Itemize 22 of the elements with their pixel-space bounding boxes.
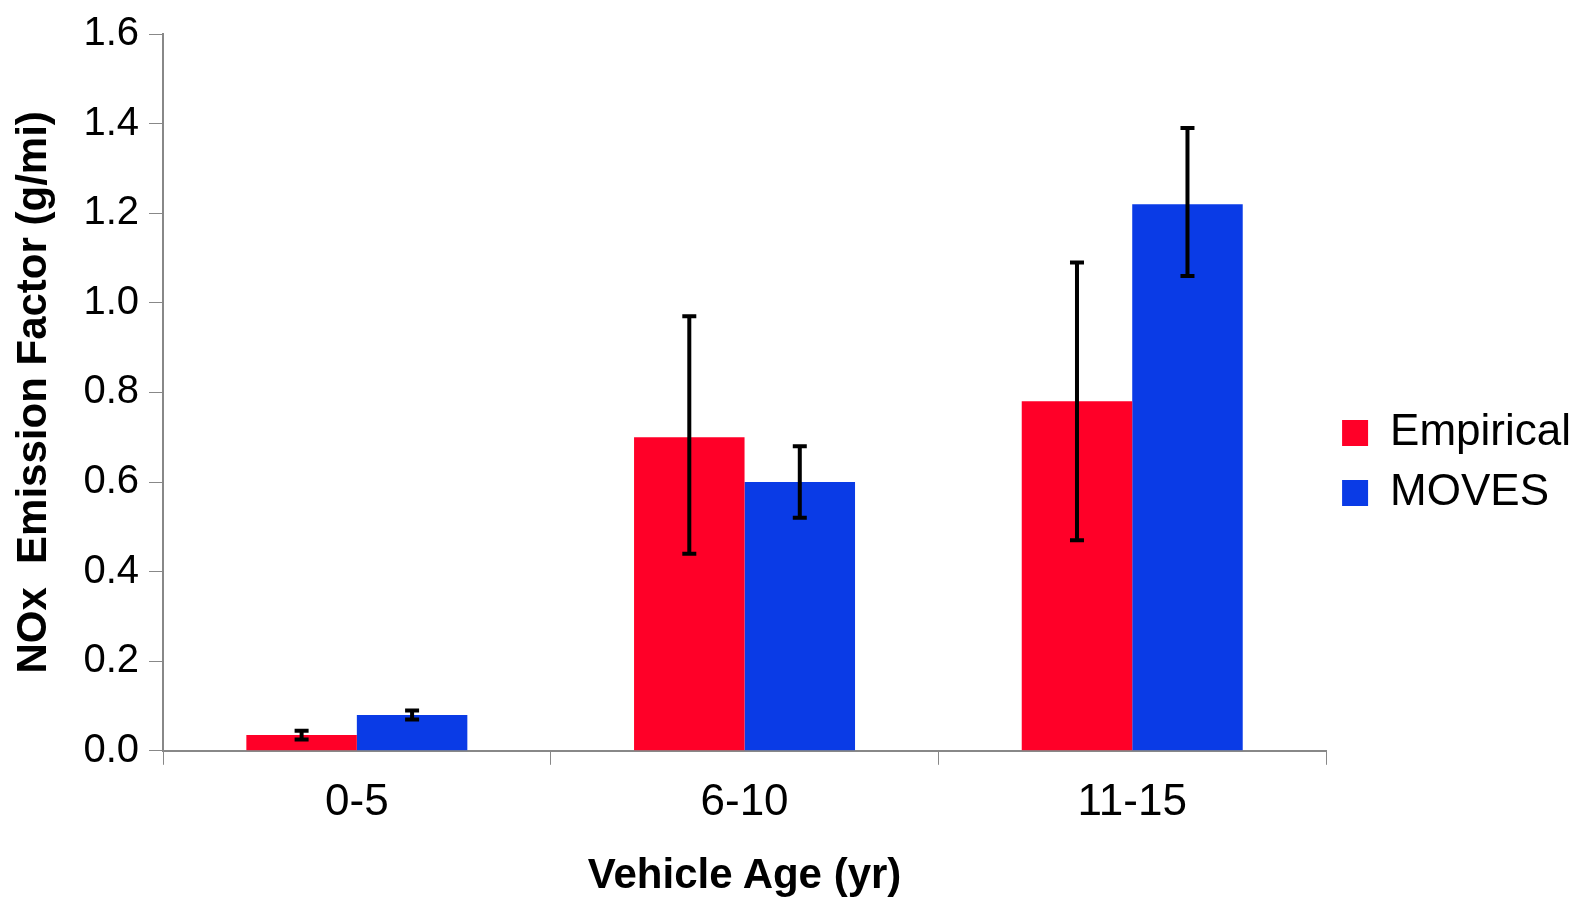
y-axis-title: NOx Emission Factor (g/mi) xyxy=(7,111,55,674)
bar xyxy=(1021,401,1133,751)
y-tick-label: 0.8 xyxy=(83,367,140,412)
y-tick-label: 1.0 xyxy=(83,277,140,322)
y-tick-label: 0.0 xyxy=(83,725,140,770)
bar xyxy=(744,482,856,751)
x-tick-label: 0-5 xyxy=(325,775,389,825)
bar xyxy=(1132,204,1243,751)
x-tick-label: 11-15 xyxy=(1077,775,1187,825)
x-tick-label: 6-10 xyxy=(700,775,789,825)
bar xyxy=(356,714,468,751)
legend-label: MOVES xyxy=(1390,465,1549,515)
y-tick-label: 1.4 xyxy=(83,98,140,143)
y-tick-label: 0.6 xyxy=(83,457,140,502)
x-axis-title: Vehicle Age (yr) xyxy=(587,850,902,898)
y-tick-label: 0.4 xyxy=(83,546,140,591)
y-tick-label: 0.2 xyxy=(83,636,140,681)
y-tick-label: 1.6 xyxy=(83,9,140,54)
bar xyxy=(246,735,357,751)
bar xyxy=(634,437,745,751)
legend-label: Empirical xyxy=(1390,405,1571,455)
y-tick-label: 1.2 xyxy=(83,188,140,233)
